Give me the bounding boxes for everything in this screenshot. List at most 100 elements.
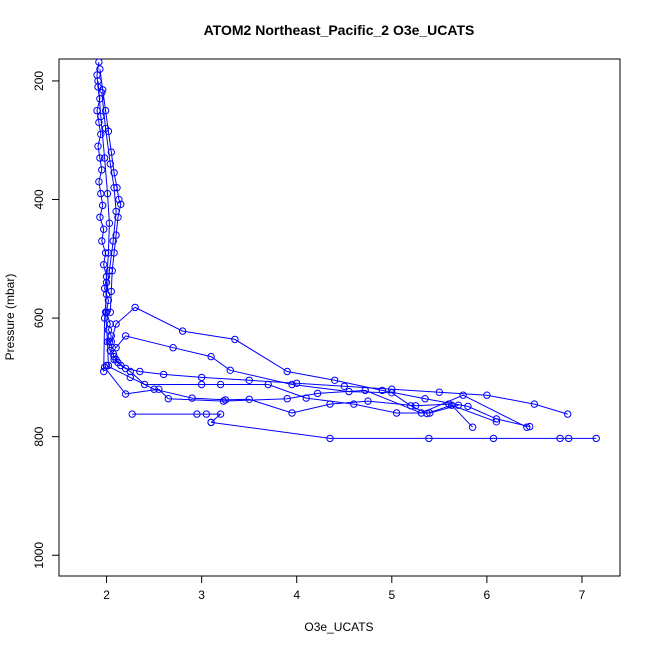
data-point: [388, 389, 396, 397]
data-point: [100, 225, 108, 233]
data-point: [102, 290, 111, 299]
data-point: [197, 373, 206, 382]
data-point: [110, 249, 118, 257]
data-point: [106, 160, 115, 168]
y-axis: 200 400 600 800 1000: [32, 71, 60, 569]
data-point: [112, 207, 120, 216]
x-tick-label: 2: [103, 588, 110, 602]
data-point: [94, 142, 102, 150]
data-point: [283, 367, 291, 376]
data-point: [105, 338, 114, 346]
y-tick-label: 600: [32, 308, 46, 328]
data-point: [178, 327, 187, 335]
data-point: [121, 332, 130, 340]
data-point: [392, 409, 401, 417]
data-point: [530, 400, 539, 408]
data-point: [326, 434, 334, 443]
data-point: [99, 86, 107, 94]
data-point: [483, 391, 491, 399]
data-point: [102, 278, 111, 287]
data-point: [105, 219, 114, 227]
data-point: [95, 59, 103, 66]
data-point: [105, 267, 114, 275]
series-line: [113, 359, 459, 414]
data-point: [107, 338, 116, 346]
data-point: [364, 397, 372, 405]
data-point: [454, 401, 463, 409]
y-axis-label: Pressure (mbar): [3, 274, 17, 361]
data-point: [96, 213, 104, 222]
data-point: [245, 395, 253, 403]
data-point: [231, 335, 239, 344]
data-point: [109, 237, 117, 245]
data-point: [245, 376, 253, 384]
data-point: [421, 395, 429, 403]
data-point: [361, 386, 369, 395]
data-point: [94, 77, 102, 85]
x-tick-label: 7: [579, 588, 586, 602]
data-point: [100, 154, 109, 162]
data-layer: [93, 59, 600, 443]
data-point: [112, 344, 120, 352]
data-point: [155, 385, 163, 393]
data-point: [468, 423, 477, 431]
data-point: [159, 370, 168, 379]
data-point: [523, 423, 531, 431]
data-point: [97, 130, 105, 139]
data-point: [188, 394, 196, 402]
data-point: [417, 409, 425, 417]
data-point: [492, 418, 501, 426]
data-point: [103, 189, 112, 198]
data-point: [96, 154, 104, 162]
x-axis: 2 3 4 5 6 7: [103, 575, 586, 602]
data-point: [592, 434, 600, 443]
data-point: [96, 65, 104, 73]
data-point: [197, 380, 206, 389]
series-8: [128, 410, 225, 427]
data-point: [331, 376, 339, 384]
y-tick-label: 400: [32, 189, 46, 209]
data-point: [216, 410, 225, 418]
data-point: [193, 410, 201, 418]
data-point: [110, 169, 118, 177]
x-tick-label: 3: [198, 588, 205, 602]
data-point: [101, 106, 110, 115]
series-line: [211, 421, 597, 439]
y-tick-label: 1000: [32, 542, 46, 569]
plot-frame: [58, 58, 621, 577]
series-line: [97, 80, 110, 366]
series-line: [110, 306, 530, 428]
data-point: [207, 352, 215, 361]
data-point: [202, 410, 211, 418]
series-7: [100, 363, 531, 431]
series-line: [99, 69, 122, 313]
data-point: [313, 389, 322, 398]
data-point: [128, 410, 136, 418]
series-11: [98, 89, 120, 376]
data-point: [221, 396, 230, 404]
data-point: [121, 390, 130, 398]
data-point: [100, 261, 108, 269]
data-point: [140, 380, 149, 389]
data-point: [459, 391, 467, 399]
y-tick-label: 800: [32, 426, 46, 446]
data-point: [216, 380, 225, 389]
series-line: [101, 92, 117, 372]
data-point: [110, 184, 118, 192]
series-3: [107, 303, 534, 431]
data-point: [288, 380, 296, 389]
data-point: [131, 303, 139, 312]
data-point: [464, 402, 472, 411]
series-line: [106, 365, 497, 423]
data-point: [112, 320, 120, 328]
data-point: [100, 363, 109, 371]
series-1: [93, 59, 572, 418]
data-point: [565, 434, 573, 443]
data-point: [100, 367, 108, 376]
data-point: [98, 166, 106, 174]
data-point: [283, 395, 291, 403]
data-point: [110, 355, 118, 364]
data-point: [100, 314, 109, 322]
series-9: [207, 418, 600, 443]
data-point: [564, 410, 572, 418]
